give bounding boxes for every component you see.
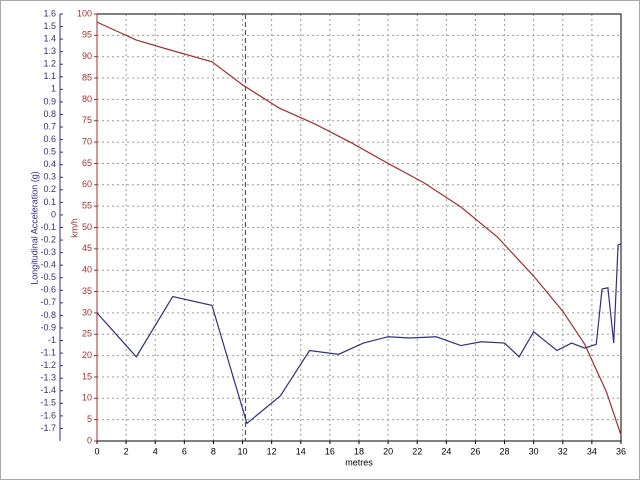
y-tick-label: 20	[82, 350, 92, 360]
x-tick-label: 10	[238, 446, 248, 456]
x-tick-label: 24	[441, 446, 451, 456]
y-tick-label: 60	[82, 179, 92, 189]
y2-tick-label: 0.9	[43, 96, 56, 106]
y2-tick-label: 0	[51, 209, 56, 219]
y-tick-label: 25	[82, 329, 92, 339]
x-tick-label: 30	[529, 446, 539, 456]
y2-tick-label: -0.9	[40, 322, 56, 332]
y2-axis-title: Longitudinal Acceleration (g)	[29, 171, 39, 285]
x-tick-label: 22	[412, 446, 422, 456]
y2-tick-label: -0.4	[40, 260, 56, 270]
y2-tick-label: 0.4	[43, 159, 56, 169]
x-tick-label: 4	[153, 446, 158, 456]
x-tick-label: 2	[124, 446, 129, 456]
x-tick-label: 34	[587, 446, 597, 456]
y2-tick-label: -1.5	[40, 398, 56, 408]
x-tick-label: 20	[383, 446, 393, 456]
y2-tick-label: 0.1	[43, 197, 56, 207]
y2-tick-label: -1.2	[40, 360, 56, 370]
y-tick-label: 45	[82, 243, 92, 253]
y2-tick-label: -1.6	[40, 410, 56, 420]
y2-tick-label: -0.7	[40, 297, 56, 307]
x-tick-label: 28	[500, 446, 510, 456]
x-tick-label: 8	[211, 446, 216, 456]
x-tick-label: 36	[616, 446, 626, 456]
y-tick-label: 90	[82, 51, 92, 61]
y2-tick-label: 1.2	[43, 59, 56, 69]
y-tick-label: 30	[82, 307, 92, 317]
x-tick-label: 14	[296, 446, 306, 456]
y2-tick-label: 1	[51, 84, 56, 94]
x-tick-label: 6	[182, 446, 187, 456]
y2-tick-label: 0.6	[43, 134, 56, 144]
x-tick-label: 32	[558, 446, 568, 456]
y2-tick-label: -0.6	[40, 285, 56, 295]
y-tick-label: 85	[82, 72, 92, 82]
y-tick-label: 50	[82, 222, 92, 232]
y2-tick-label: 1.6	[43, 8, 56, 18]
x-tick-label: 18	[354, 446, 364, 456]
y-axis-title: km/h	[69, 218, 79, 238]
y2-tick-label: -1.3	[40, 373, 56, 383]
y-tick-label: 10	[82, 393, 92, 403]
y-tick-label: 100	[77, 8, 92, 18]
x-tick-label: 26	[470, 446, 480, 456]
y-tick-label: 80	[82, 94, 92, 104]
x-tick-label: 12	[267, 446, 277, 456]
y2-tick-label: -0.5	[40, 272, 56, 282]
y2-tick-label: -1.1	[40, 347, 56, 357]
series-line	[96, 243, 622, 425]
x-tick-label: 0	[94, 446, 99, 456]
y2-tick-label: 0.2	[43, 184, 56, 194]
y2-tick-label: 1.4	[43, 33, 56, 43]
y-tick-label: 65	[82, 158, 92, 168]
y2-tick-label: -0.1	[40, 222, 56, 232]
y-tick-label: 95	[82, 30, 92, 40]
y2-tick-label: 0.5	[43, 147, 56, 157]
y2-tick-label: -1.7	[40, 423, 56, 433]
y2-tick-label: 1.1	[43, 71, 56, 81]
y2-tick-label: -1	[48, 335, 56, 345]
y2-tick-label: 0.3	[43, 172, 56, 182]
y-tick-label: 5	[87, 414, 92, 424]
y-tick-label: 75	[82, 115, 92, 125]
series-line	[96, 21, 622, 436]
y-tick-label: 40	[82, 265, 92, 275]
y-tick-label: 70	[82, 136, 92, 146]
y2-tick-label: 1.3	[43, 46, 56, 56]
y2-tick-label: -0.3	[40, 247, 56, 257]
y2-tick-label: 0.7	[43, 121, 56, 131]
y2-tick-label: -0.2	[40, 234, 56, 244]
y2-tick-label: 1.5	[43, 21, 56, 31]
x-axis-title: metres	[345, 457, 373, 467]
x-tick-label: 16	[325, 446, 335, 456]
y2-tick-label: 0.8	[43, 109, 56, 119]
y-tick-label: 0	[87, 435, 92, 445]
y-tick-label: 55	[82, 201, 92, 211]
y2-tick-label: -0.8	[40, 310, 56, 320]
y2-tick-label: -1.4	[40, 385, 56, 395]
y-tick-label: 35	[82, 286, 92, 296]
y-tick-label: 15	[82, 371, 92, 381]
